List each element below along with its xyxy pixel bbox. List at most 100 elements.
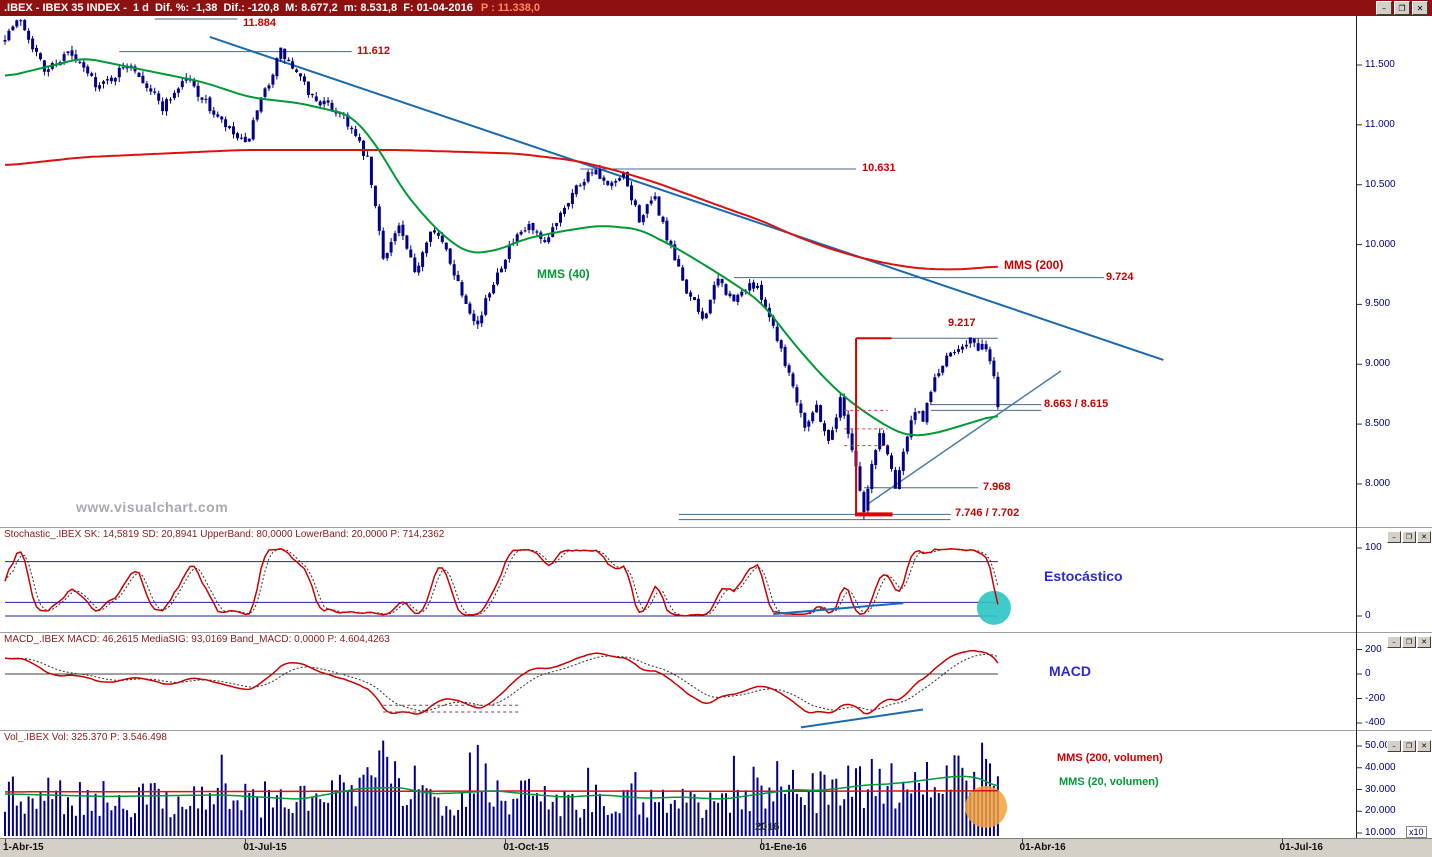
volume-bar bbox=[547, 809, 550, 836]
chart-window-titlebar[interactable]: .IBEX - IBEX 35 INDEX - 1 d Dif. %: -1,3… bbox=[0, 0, 1432, 16]
volume-bar bbox=[417, 789, 420, 836]
close-button[interactable]: ✕ bbox=[1417, 636, 1431, 648]
mms200-line bbox=[4, 149, 998, 271]
candle-body bbox=[503, 259, 507, 269]
candle-body bbox=[547, 237, 551, 243]
candle-body bbox=[527, 224, 531, 230]
volume-bar bbox=[445, 806, 448, 836]
restore-button[interactable]: ❐ bbox=[1402, 740, 1416, 752]
candle-body bbox=[496, 272, 499, 285]
window-controls: – ❐ ✕ bbox=[1376, 1, 1428, 15]
candle-body bbox=[693, 297, 696, 301]
restore-button[interactable]: ❐ bbox=[1402, 636, 1416, 648]
restore-button[interactable]: ❐ bbox=[1394, 1, 1410, 15]
restore-button[interactable]: ❐ bbox=[1402, 531, 1416, 543]
volume-bar bbox=[78, 782, 81, 836]
volume-bar bbox=[51, 799, 54, 836]
price-trendline[interactable] bbox=[209, 36, 1164, 361]
price-axis[interactable] bbox=[1356, 16, 1432, 838]
candle-body bbox=[673, 244, 677, 261]
candle-body bbox=[957, 349, 960, 352]
candle-body bbox=[602, 177, 606, 181]
candle-body bbox=[980, 344, 984, 350]
close-button[interactable]: ✕ bbox=[1412, 1, 1428, 15]
candle-body bbox=[247, 138, 251, 142]
candle-body bbox=[866, 488, 870, 511]
minimize-button[interactable]: – bbox=[1387, 636, 1401, 648]
candle-body bbox=[917, 411, 921, 413]
volume-bar bbox=[457, 809, 460, 836]
close-button[interactable]: ✕ bbox=[1417, 740, 1431, 752]
volume-bar bbox=[831, 779, 834, 836]
candle-body bbox=[563, 207, 566, 214]
volume-bar bbox=[630, 783, 633, 836]
volume-bar bbox=[851, 796, 854, 836]
candle-body bbox=[740, 291, 744, 296]
candle-body bbox=[236, 133, 239, 139]
volume-bar bbox=[658, 802, 660, 836]
candle-body bbox=[239, 137, 243, 139]
stoch-highlight-circle[interactable] bbox=[976, 590, 1011, 625]
volume-bar bbox=[106, 802, 109, 836]
volume-bar bbox=[149, 783, 152, 836]
candle-body bbox=[795, 387, 799, 403]
volume-bar bbox=[859, 766, 861, 836]
candle-body bbox=[306, 81, 310, 95]
volume-bar bbox=[898, 802, 901, 836]
candle-body bbox=[413, 257, 417, 272]
volume-bar bbox=[122, 808, 125, 836]
candle-body bbox=[696, 298, 700, 312]
candle-body bbox=[492, 284, 496, 294]
candle-body bbox=[763, 299, 767, 308]
candle-body bbox=[901, 451, 905, 471]
candle-body bbox=[109, 77, 113, 82]
candle-body bbox=[263, 88, 267, 97]
candle-body bbox=[622, 173, 626, 178]
minimize-button[interactable]: – bbox=[1387, 740, 1401, 752]
time-axis[interactable] bbox=[0, 838, 1432, 857]
candle-body bbox=[251, 120, 255, 140]
minimize-button[interactable]: – bbox=[1376, 1, 1392, 15]
volume-bar bbox=[847, 765, 850, 836]
volume-bar bbox=[311, 796, 314, 836]
candle-body bbox=[590, 172, 594, 174]
candle-body bbox=[358, 137, 362, 141]
candle-body bbox=[149, 88, 153, 92]
volume-bar bbox=[878, 768, 881, 836]
candle-body bbox=[708, 299, 712, 314]
volume-bar bbox=[98, 815, 101, 836]
candle-body bbox=[811, 412, 815, 422]
volume-bar bbox=[701, 818, 704, 836]
close-button[interactable]: ✕ bbox=[1417, 531, 1431, 543]
volume-bar bbox=[401, 806, 404, 836]
volume-bar bbox=[240, 810, 243, 836]
volume-bar bbox=[421, 785, 424, 836]
volume-bar bbox=[291, 813, 294, 836]
volume-bar bbox=[638, 814, 641, 836]
stoch-sk-line bbox=[4, 547, 999, 617]
candle-body bbox=[803, 412, 807, 428]
volume-bar bbox=[390, 783, 393, 836]
volume-bar bbox=[681, 788, 684, 836]
candle-body bbox=[850, 433, 854, 451]
volume-bar bbox=[937, 793, 940, 836]
macd-trendline[interactable] bbox=[800, 708, 924, 729]
volume-bar bbox=[752, 766, 755, 836]
volume-bar bbox=[914, 772, 917, 836]
candle-body bbox=[255, 110, 259, 120]
candle-body bbox=[787, 365, 791, 373]
volume-bar bbox=[673, 800, 676, 836]
minimize-button[interactable]: – bbox=[1387, 531, 1401, 543]
volume-bar bbox=[642, 802, 645, 836]
candle-body bbox=[890, 455, 893, 469]
volume-bar bbox=[23, 813, 26, 836]
volume-bar bbox=[709, 792, 712, 836]
volume-bar bbox=[496, 780, 499, 836]
volume-bar bbox=[114, 805, 117, 836]
candle-body bbox=[381, 230, 385, 259]
candle-body bbox=[157, 93, 161, 101]
stoch-trendline[interactable] bbox=[773, 602, 904, 615]
volume-highlight-circle[interactable] bbox=[965, 785, 1008, 828]
candle-body bbox=[566, 203, 570, 207]
